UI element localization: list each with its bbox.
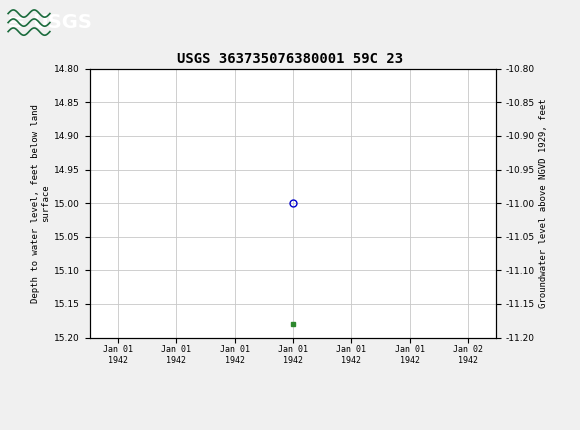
Y-axis label: Groundwater level above NGVD 1929, feet: Groundwater level above NGVD 1929, feet [539, 98, 548, 308]
Text: ≡: ≡ [7, 12, 26, 33]
Text: USGS: USGS [32, 13, 92, 32]
Legend: Period of approved data: Period of approved data [209, 427, 377, 430]
Text: USGS 363735076380001 59C 23: USGS 363735076380001 59C 23 [177, 52, 403, 66]
Y-axis label: Depth to water level, feet below land
surface: Depth to water level, feet below land su… [31, 104, 50, 303]
